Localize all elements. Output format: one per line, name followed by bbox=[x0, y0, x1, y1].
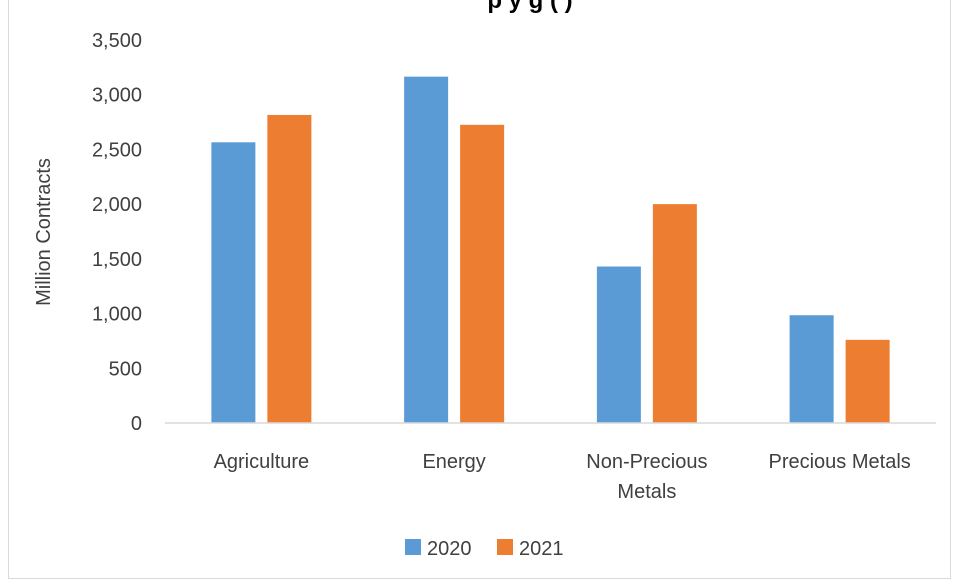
y-tick-label: 1,500 bbox=[92, 249, 142, 271]
bars bbox=[211, 76, 890, 424]
bar-2020-2 bbox=[596, 266, 641, 423]
bar-2020-0 bbox=[211, 142, 256, 423]
x-tick-label: Energy bbox=[422, 451, 485, 473]
bar-2021-0 bbox=[267, 114, 312, 424]
y-tick-label: 0 bbox=[131, 413, 142, 435]
legend: 2020 2021 bbox=[405, 538, 564, 560]
y-tick-label: 2,500 bbox=[92, 139, 142, 161]
y-axis-ticks: 0 500 1,000 1,500 2,000 2,500 3,000 3,500 bbox=[92, 30, 142, 435]
bar-2021-2 bbox=[652, 204, 697, 423]
legend-swatch-2020 bbox=[405, 539, 421, 555]
x-tick-label: Precious Metals bbox=[768, 451, 910, 473]
bar-2021-1 bbox=[460, 124, 505, 424]
legend-swatch-2021 bbox=[497, 539, 513, 555]
chart-title-group: p y g ( ) bbox=[487, 0, 572, 14]
legend-label-2021: 2021 bbox=[519, 538, 564, 560]
x-tick-label: Non-Precious bbox=[586, 451, 707, 473]
x-axis-ticks: Agriculture Energy Non-Precious Metals Preci… bbox=[214, 451, 911, 503]
y-tick-label: 3,500 bbox=[92, 30, 142, 52]
y-tick-label: 2,000 bbox=[92, 194, 142, 216]
bar-2020-1 bbox=[404, 76, 449, 423]
bar-2020-3 bbox=[789, 315, 834, 423]
y-tick-label: 1,000 bbox=[92, 304, 142, 326]
x-tick-label: Agriculture bbox=[214, 451, 310, 473]
legend-label-2020: 2020 bbox=[427, 538, 472, 560]
chart-title: p y g ( ) bbox=[487, 0, 572, 14]
y-axis-label: Million Contracts bbox=[33, 158, 55, 306]
y-tick-label: 500 bbox=[109, 358, 142, 380]
x-tick-label: Metals bbox=[617, 481, 676, 503]
bar-2021-3 bbox=[845, 339, 890, 423]
y-tick-label: 3,000 bbox=[92, 85, 142, 107]
